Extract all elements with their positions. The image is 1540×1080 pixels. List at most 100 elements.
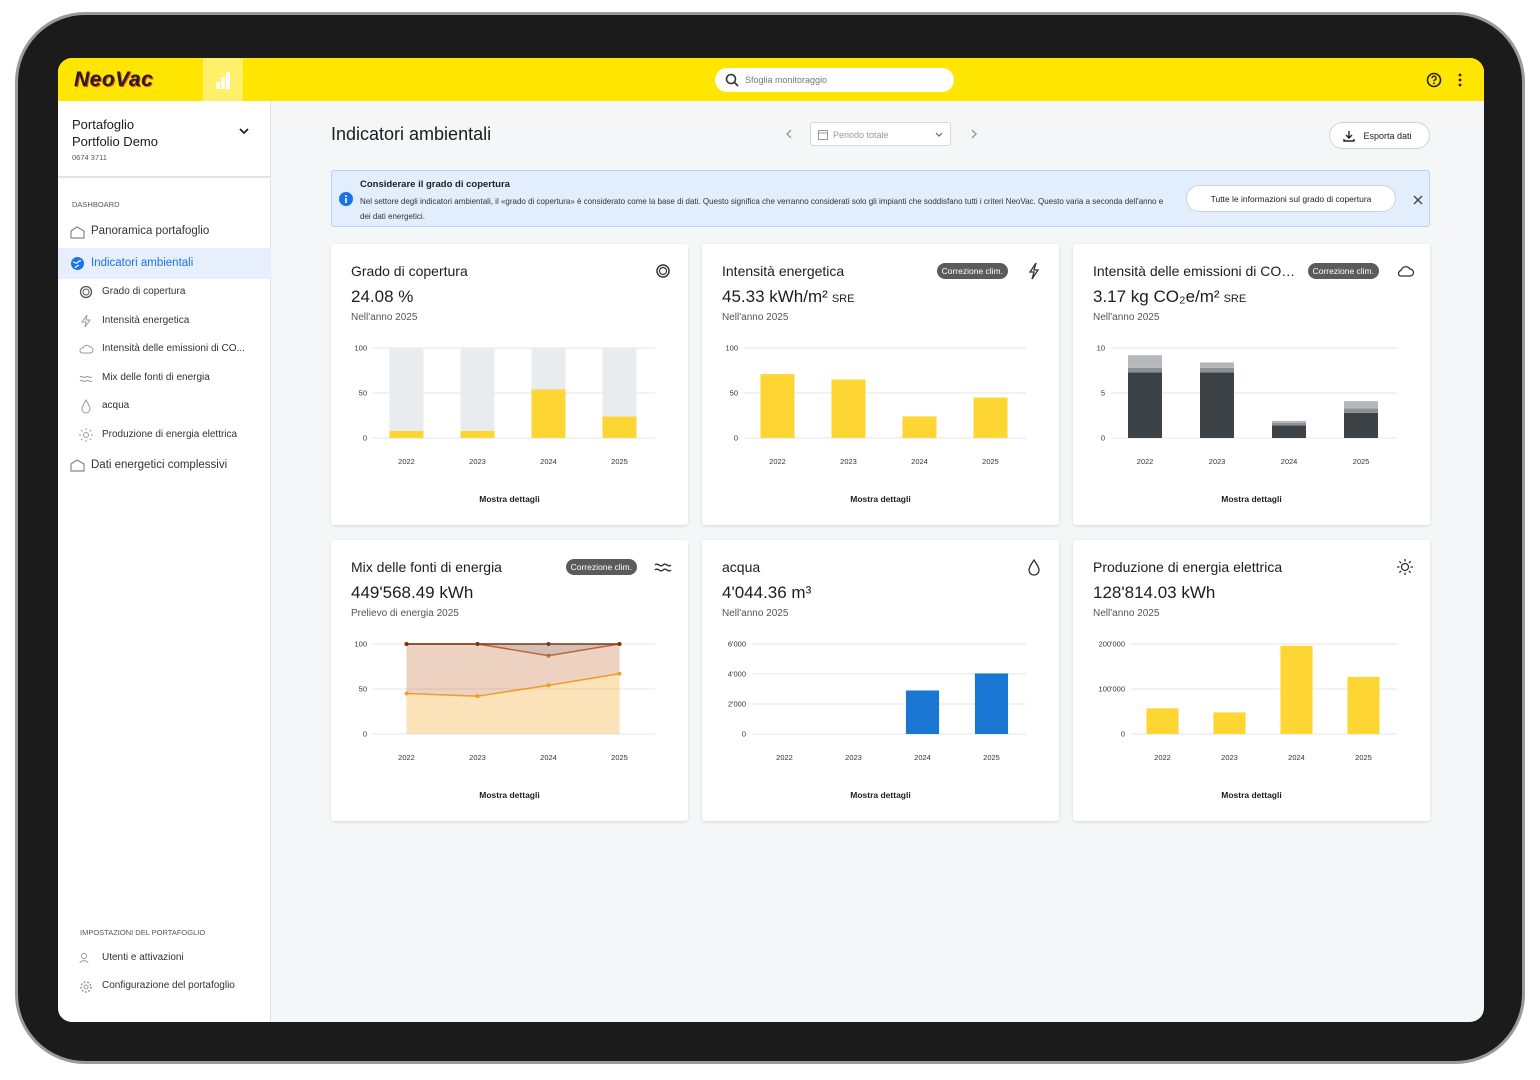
details-link[interactable]: Mostra dettagli bbox=[850, 494, 911, 504]
bar-segment bbox=[1128, 367, 1162, 373]
app-switcher[interactable] bbox=[203, 58, 243, 101]
settings-title: IMPOSTAZIONI DEL PORTAFOGLIO bbox=[80, 928, 206, 937]
headline-value: 3.17 kg CO₂e/m² bbox=[1093, 287, 1220, 306]
point bbox=[475, 642, 480, 646]
x-tick-label: 2025 bbox=[1355, 753, 1372, 762]
prev-period[interactable] bbox=[785, 129, 793, 139]
badge: Correzione clim. bbox=[565, 559, 637, 575]
area-fill bbox=[406, 673, 620, 734]
details-link[interactable]: Mostra dettagli bbox=[1221, 494, 1282, 504]
details-link[interactable]: Mostra dettagli bbox=[479, 494, 540, 504]
card-title: Intensità energetica bbox=[722, 263, 845, 279]
info-icon bbox=[339, 192, 353, 206]
x-tick-label: 2022 bbox=[1137, 457, 1154, 466]
x-tick-label: 2023 bbox=[469, 753, 486, 762]
divider bbox=[58, 176, 271, 178]
y-tick-label: 50 bbox=[359, 389, 367, 398]
headline: 128'814.03 kWh bbox=[1093, 583, 1215, 603]
chart-card: Intensità energetica Correzione clim. 45.3… bbox=[702, 244, 1059, 525]
x-tick-label: 2022 bbox=[769, 457, 786, 466]
notice-title: Considerare il grado di copertura bbox=[360, 179, 510, 190]
headline: 3.17 kg CO₂e/m² SRE bbox=[1093, 287, 1246, 307]
subnav-item[interactable]: Mix delle fonti di energia bbox=[102, 371, 210, 383]
nav-item[interactable]: Panoramica portafoglio bbox=[91, 225, 210, 237]
bar-segment bbox=[1272, 422, 1306, 426]
close-icon[interactable] bbox=[1413, 195, 1423, 205]
bar bbox=[1347, 676, 1380, 734]
chart-card: Mix delle fonti di energia Correzione cli… bbox=[331, 540, 688, 821]
brand-logo[interactable]: NeoVac bbox=[74, 68, 154, 91]
y-tick-label: 5 bbox=[1101, 389, 1105, 398]
subnav-item[interactable]: Intensità energetica bbox=[102, 314, 190, 326]
point bbox=[475, 694, 480, 699]
portfolio-chevron[interactable] bbox=[239, 128, 249, 136]
help-icon[interactable] bbox=[1426, 72, 1442, 88]
search-box[interactable]: Sfoglia monitoraggio bbox=[715, 68, 954, 92]
y-tick-label: 100 bbox=[354, 344, 367, 353]
y-tick-label: 100 bbox=[725, 344, 738, 353]
x-tick-label: 2022 bbox=[1154, 753, 1171, 762]
y-tick-label: 0 bbox=[363, 434, 367, 443]
point bbox=[546, 642, 551, 646]
settings-item[interactable]: Configurazione del portafoglio bbox=[102, 980, 235, 991]
screen: NeoVac Sfoglia monitoraggio Portafoglio … bbox=[58, 58, 1484, 1022]
bar-segment bbox=[531, 348, 566, 390]
period-label: Periodo totale bbox=[833, 130, 889, 140]
card-title: Intensità delle emissioni di CO… bbox=[1093, 263, 1296, 279]
export-label: Esporta dati bbox=[1363, 131, 1412, 141]
y-tick-label: 50 bbox=[359, 685, 367, 694]
period-select[interactable]: Periodo totale bbox=[810, 122, 951, 146]
details-link[interactable]: Mostra dettagli bbox=[850, 790, 911, 800]
x-tick-label: 2025 bbox=[1353, 457, 1370, 466]
bar-segment bbox=[602, 416, 637, 438]
nav-item-active[interactable]: Indicatori ambientali bbox=[91, 257, 194, 269]
x-tick-label: 2024 bbox=[1281, 457, 1298, 466]
bar-segment bbox=[531, 389, 566, 438]
notice-text: Nel settore degli indicatori ambientali,… bbox=[360, 197, 1164, 221]
point bbox=[404, 642, 409, 646]
y-tick-label: 50 bbox=[730, 389, 738, 398]
subnav-item[interactable]: acqua bbox=[102, 400, 130, 411]
x-tick-label: 2024 bbox=[914, 753, 931, 762]
y-tick-label: 6'000 bbox=[728, 640, 746, 649]
x-tick-label: 2022 bbox=[398, 457, 415, 466]
chart: 0 5 10 2022 2023 2024 2025 bbox=[1097, 344, 1397, 466]
point bbox=[404, 691, 409, 696]
x-tick-label: 2023 bbox=[469, 457, 486, 466]
y-tick-label: 0 bbox=[1121, 730, 1125, 739]
bar bbox=[1213, 712, 1246, 734]
x-tick-label: 2023 bbox=[1221, 753, 1238, 762]
x-tick-label: 2023 bbox=[840, 457, 857, 466]
bar-segment bbox=[1200, 367, 1234, 373]
active-highlight bbox=[58, 248, 271, 279]
next-period[interactable] bbox=[970, 129, 978, 139]
card-icon bbox=[1397, 559, 1413, 575]
bar bbox=[831, 379, 866, 438]
subnav-item[interactable]: Produzione di energia elettrica bbox=[102, 428, 238, 440]
bar bbox=[1146, 708, 1179, 734]
portfolio-id: 0674 3711 bbox=[72, 153, 107, 162]
details-link[interactable]: Mostra dettagli bbox=[479, 790, 540, 800]
badge: Correzione clim. bbox=[1307, 263, 1379, 279]
export-button[interactable]: Esporta dati bbox=[1329, 122, 1430, 149]
details-link[interactable]: Mostra dettagli bbox=[1221, 790, 1282, 800]
subnav-item[interactable]: Intensità delle emissioni di CO... bbox=[102, 343, 245, 354]
bar-segment bbox=[1128, 372, 1162, 438]
x-tick-label: 2025 bbox=[611, 753, 628, 762]
menu-icon[interactable] bbox=[1456, 72, 1464, 88]
settings-item[interactable]: Utenti e attivazioni bbox=[102, 952, 184, 963]
bar bbox=[973, 397, 1008, 438]
nav-item[interactable]: Dati energetici complessivi bbox=[91, 459, 228, 471]
y-tick-label: 0 bbox=[734, 434, 738, 443]
card-title: acqua bbox=[722, 559, 761, 575]
portfolio-name: Portfolio Demo bbox=[72, 134, 158, 149]
headline: 449'568.49 kWh bbox=[351, 583, 473, 603]
page-title: Indicatori ambientali bbox=[331, 124, 492, 144]
headline: 24.08 % bbox=[351, 287, 413, 307]
card-icon bbox=[1397, 266, 1415, 277]
calendar-icon bbox=[818, 130, 828, 140]
nav-icon bbox=[70, 226, 85, 239]
subnav-item[interactable]: Grado di copertura bbox=[102, 286, 186, 297]
card-subtitle: Nell'anno 2025 bbox=[722, 312, 789, 323]
notice-button[interactable]: Tutte le informazioni sul grado di coper… bbox=[1186, 185, 1396, 212]
